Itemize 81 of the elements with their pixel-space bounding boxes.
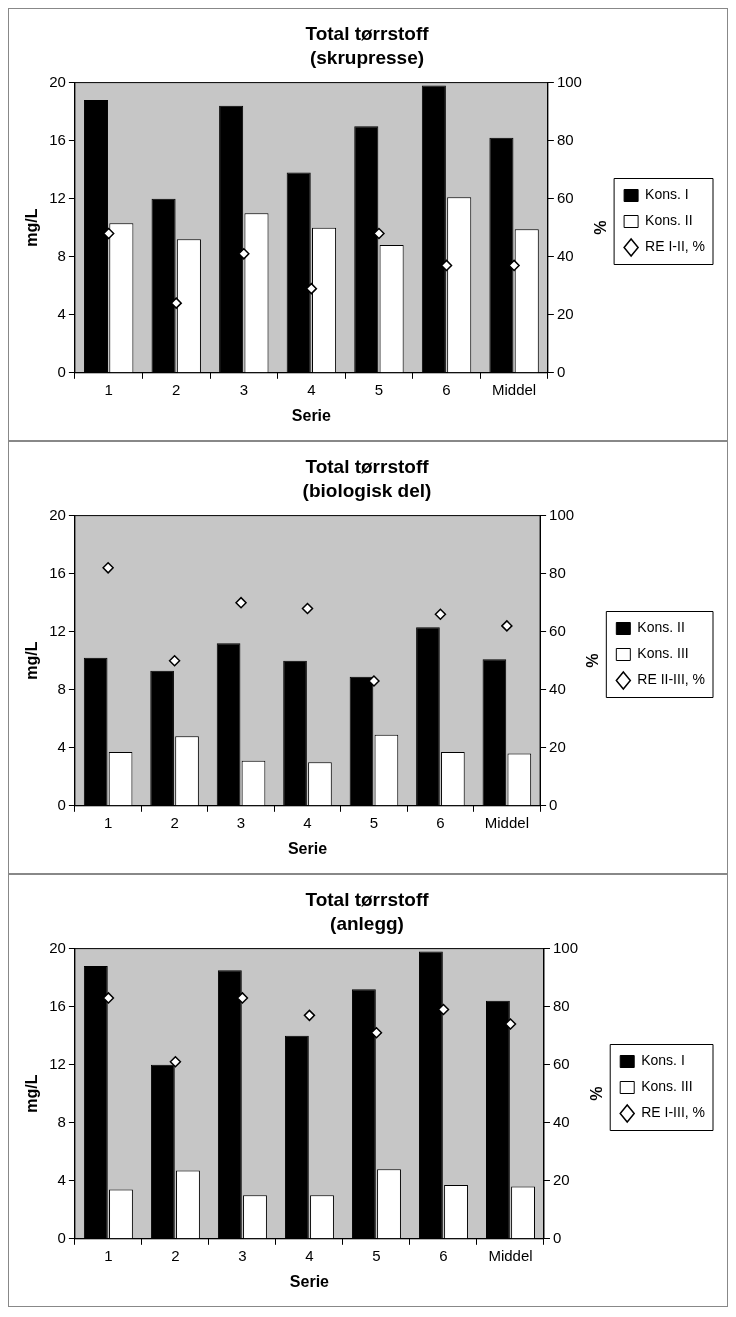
x-axis-title: Serie [289, 1272, 330, 1290]
legend-label: Kons. II [637, 619, 685, 636]
y2-tick-label: 0 [549, 795, 558, 813]
y2-axis-title: % [587, 1086, 605, 1101]
y-tick-label: 12 [49, 188, 66, 206]
y2-tick-label: 60 [552, 1054, 570, 1072]
y2-tick-label: 80 [549, 563, 566, 581]
x-tick-label: Middel [484, 813, 529, 831]
y2-tick-label: 40 [549, 679, 566, 697]
y-tick-label: 8 [57, 1112, 66, 1130]
x-tick-label: 1 [104, 1246, 113, 1264]
y2-tick-label: 40 [556, 246, 574, 264]
x-tick-label: 1 [103, 813, 113, 831]
chart-subtitle: (biologisk del) [302, 480, 432, 502]
y-axis-title: mg/L [23, 208, 41, 247]
x-tick-label: Middel [488, 1246, 533, 1264]
x-tick-label: 3 [238, 1246, 247, 1264]
y-tick-label: 12 [49, 621, 66, 639]
x-tick-label: Middel [492, 380, 537, 398]
x-axis-title: Serie [291, 406, 332, 424]
y2-axis-title: % [591, 220, 609, 235]
x-axis-title: Serie [287, 839, 328, 857]
y-tick-label: 8 [57, 246, 66, 264]
x-tick-label: 2 [171, 1246, 180, 1264]
legend-label: RE II-III, % [637, 671, 706, 688]
chart-subtitle: (anlegg) [330, 913, 404, 935]
y-tick-label: 4 [57, 304, 66, 322]
legend-label: Kons. I [641, 1052, 685, 1069]
x-tick-label: 4 [307, 380, 316, 398]
y-tick-label: 4 [57, 737, 66, 755]
y-tick-label: 20 [49, 72, 66, 90]
y-tick-label: 16 [49, 130, 66, 148]
x-tick-label: 5 [374, 380, 384, 398]
y2-tick-label: 100 [556, 72, 582, 90]
y-tick-label: 16 [49, 563, 66, 581]
y2-tick-label: 20 [552, 1170, 570, 1188]
chart-subtitle: (skrupresse) [309, 47, 425, 69]
y2-tick-label: 20 [549, 737, 566, 755]
y-tick-label: 16 [49, 996, 66, 1014]
legend-label: Kons. III [637, 645, 689, 662]
y-tick-label: 12 [49, 1054, 66, 1072]
legend-label: Kons. I [645, 186, 689, 203]
legend-label: Kons. II [645, 212, 693, 229]
x-tick-label: 3 [239, 380, 248, 398]
x-tick-label: 4 [305, 1246, 314, 1264]
y2-tick-label: 60 [556, 188, 574, 206]
y2-tick-label: 40 [552, 1112, 570, 1130]
y2-tick-label: 80 [556, 130, 574, 148]
y-tick-label: 0 [57, 1228, 66, 1246]
y2-axis-title: % [583, 653, 601, 668]
y-axis-title: mg/L [23, 641, 41, 680]
y-tick-label: 20 [49, 505, 66, 523]
chart-title: Total tørrstoff [305, 455, 430, 477]
chart-title: Total tørrstoff [305, 22, 430, 44]
y2-tick-label: 100 [552, 938, 579, 956]
legend-label: Kons. III [641, 1078, 693, 1095]
y2-tick-label: 20 [556, 304, 574, 322]
y-tick-label: 0 [57, 795, 66, 813]
x-tick-label: 5 [369, 813, 379, 831]
x-tick-label: 6 [439, 1246, 448, 1264]
y-tick-label: 8 [57, 679, 66, 697]
legend-label: RE I-II, % [645, 238, 706, 255]
x-tick-label: 2 [172, 380, 181, 398]
y-axis-title: mg/L [23, 1074, 41, 1113]
y-tick-label: 0 [57, 362, 66, 380]
y2-tick-label: 80 [552, 996, 570, 1014]
y2-tick-label: 60 [549, 621, 566, 639]
x-tick-label: 6 [442, 380, 451, 398]
x-tick-label: 1 [104, 380, 113, 398]
x-tick-label: 5 [372, 1246, 381, 1264]
legend-label: RE I-III, % [641, 1104, 706, 1121]
y2-tick-label: 0 [552, 1228, 562, 1246]
y2-tick-label: 100 [549, 505, 575, 523]
chart-title: Total tørrstoff [305, 888, 430, 910]
x-tick-label: 2 [170, 813, 179, 831]
x-tick-label: 6 [436, 813, 445, 831]
y-tick-label: 4 [57, 1170, 66, 1188]
y2-tick-label: 0 [556, 362, 566, 380]
x-tick-label: 4 [303, 813, 312, 831]
y-tick-label: 20 [49, 938, 66, 956]
x-tick-label: 3 [236, 813, 246, 831]
